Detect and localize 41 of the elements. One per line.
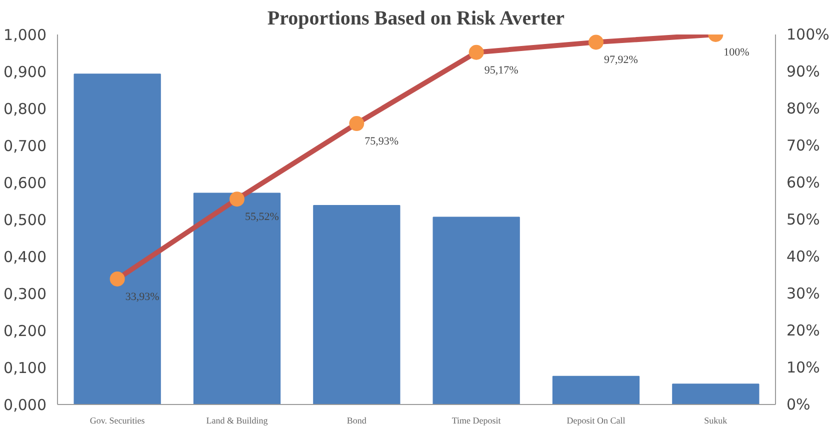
y-tick-label: 0,900 [4,63,47,81]
data-label: 95,17% [484,64,518,76]
x-tick-label: Land & Building [206,416,268,426]
x-tick-label: Time Deposit [452,416,502,426]
x-tick-label: Sukuk [704,416,728,426]
y-tick-label: 0,800 [4,100,47,118]
y2-tick-label: 60% [786,174,820,192]
y2-tick-label: 10% [786,358,820,376]
bar [432,216,520,404]
y-tick-label: 0,100 [4,359,47,377]
x-tick-label: Gov. Securities [90,416,146,426]
data-label: 97,92% [604,54,638,66]
y-tick-label: 0,200 [4,322,47,340]
y2-tick-label: 80% [786,100,820,118]
x-tick-label: Bond [346,416,367,426]
y-tick-label: 0,500 [4,211,47,229]
bar [74,74,161,404]
y2-tick-label: 0% [786,396,810,414]
y2-tick-label: 90% [786,62,820,80]
y-tick-label: 0,600 [4,174,47,192]
bar [193,192,281,404]
bar [313,204,400,404]
data-label: 100% [724,46,750,58]
y-tick-label: 0,000 [4,396,47,414]
y-tick-label: 1,000 [4,26,47,44]
y2-tick-label: 50% [786,210,820,228]
y2-tick-label: 30% [786,284,820,302]
y-tick-label: 0,300 [4,285,47,303]
chart-title: Proportions Based on Risk Averter [267,8,565,30]
y2-tick-label: 70% [786,136,820,154]
y2-tick-label: 20% [786,322,820,340]
data-label: 55,52% [245,211,279,224]
data-label: 75,93% [364,136,399,148]
y2-tick-label: 40% [786,248,820,266]
bar [672,384,760,404]
y-tick-label: 0,700 [4,137,47,155]
x-tick-label: Deposit On Call [566,416,626,426]
y-tick-label: 0,400 [4,248,47,266]
y2-tick-label: 100% [786,26,830,44]
data-label: 33,93% [125,290,160,303]
bar [552,376,640,404]
